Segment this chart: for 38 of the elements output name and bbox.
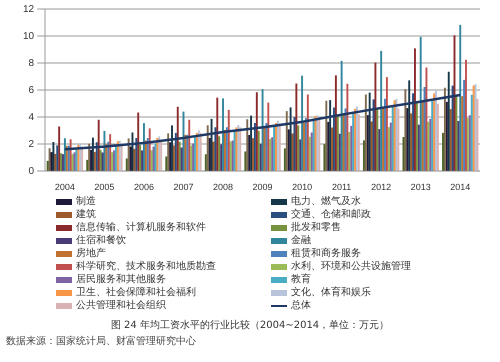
x-tick-label: 2009 (252, 182, 273, 192)
y-tick-label: 6 (28, 84, 35, 96)
source-note: 数据来源：国家统计局、财富管理研究中心 (6, 334, 197, 348)
x-tick-label: 2014 (450, 182, 470, 192)
x-tick-label: 2007 (173, 182, 194, 192)
legend-label: 信息传输、计算机服务和软件 (76, 222, 206, 234)
legend-label: 租赁和商务服务 (291, 248, 361, 260)
legend-label: 住宿和餐饮 (76, 235, 126, 247)
y-tick-label: 8 (28, 58, 35, 69)
x-tick-label: 2013 (410, 182, 431, 192)
legend-label: 文化、体育和娱乐 (291, 287, 371, 299)
legend-label: 总体 (291, 300, 311, 312)
x-tick-label: 2004 (54, 182, 75, 192)
x-tick-label: 2010 (292, 182, 312, 192)
legend-label: 水利、环境和公共设施管理 (291, 261, 411, 273)
y-tick-label: 4 (28, 112, 35, 123)
legend-label: 电力、燃气及水 (291, 196, 361, 208)
y-tick-label: 0 (28, 166, 35, 177)
legend-label: 居民服务和其他服务 (76, 274, 166, 286)
text: 图 24 年均工资水平的行业比较（2004~2014，单位：万元） (110, 318, 390, 332)
x-tick-label: 2006 (134, 182, 154, 192)
y-tick-label: 10 (23, 30, 35, 42)
legend-label: 金融 (291, 235, 311, 247)
x-tick-label: 2011 (332, 182, 352, 192)
x-tick-label: 2008 (213, 182, 234, 192)
legend-label: 房地产 (76, 248, 106, 260)
x-tick-label: 2005 (94, 182, 114, 192)
legend-label: 交通、仓储和邮政 (291, 209, 371, 221)
legend-label: 建筑 (76, 209, 96, 221)
legend-label: 教育 (291, 274, 311, 286)
legend-label: 公共管理和社会组织 (76, 300, 166, 312)
legend-label: 制造 (76, 196, 96, 208)
y-tick-label: 12 (23, 4, 35, 15)
legend-label: 批发和零售 (291, 222, 341, 234)
x-tick-label: 2012 (371, 182, 392, 192)
legend-label: 科学研究、技术服务和地质勘查 (76, 261, 216, 273)
legend-label: 卫生、社会保障和社会福利 (76, 287, 196, 299)
y-tick-label: 2 (28, 138, 35, 150)
